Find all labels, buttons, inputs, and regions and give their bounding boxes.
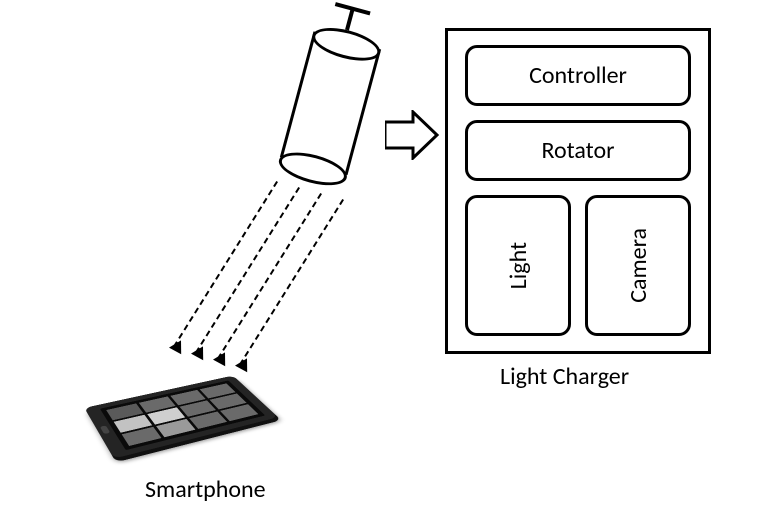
controller-label: Controller — [529, 61, 627, 90]
controller-box: Controller — [465, 45, 691, 106]
light-beam — [217, 193, 322, 359]
smartphone — [95, 365, 275, 465]
light-beam — [195, 187, 300, 353]
camera-box: Camera — [585, 195, 691, 336]
arrow-to-charger — [385, 110, 440, 160]
light-beam — [173, 181, 278, 347]
light-beam — [239, 199, 344, 365]
rotator-box: Rotator — [465, 120, 691, 181]
light-box: Light — [465, 195, 571, 336]
rotator-label: Rotator — [541, 136, 614, 165]
light-label: Light — [504, 242, 533, 289]
light-charger-caption: Light Charger — [500, 362, 629, 391]
smartphone-earpiece — [100, 425, 110, 434]
light-beam-arrowhead — [169, 340, 187, 357]
light-beam-arrowhead — [191, 346, 209, 363]
smartphone-caption: Smartphone — [145, 475, 266, 504]
smartphone-body — [84, 376, 278, 459]
camera-label: Camera — [624, 228, 653, 303]
smartphone-screen — [100, 380, 265, 450]
cylinder-mount-stem — [345, 8, 355, 30]
